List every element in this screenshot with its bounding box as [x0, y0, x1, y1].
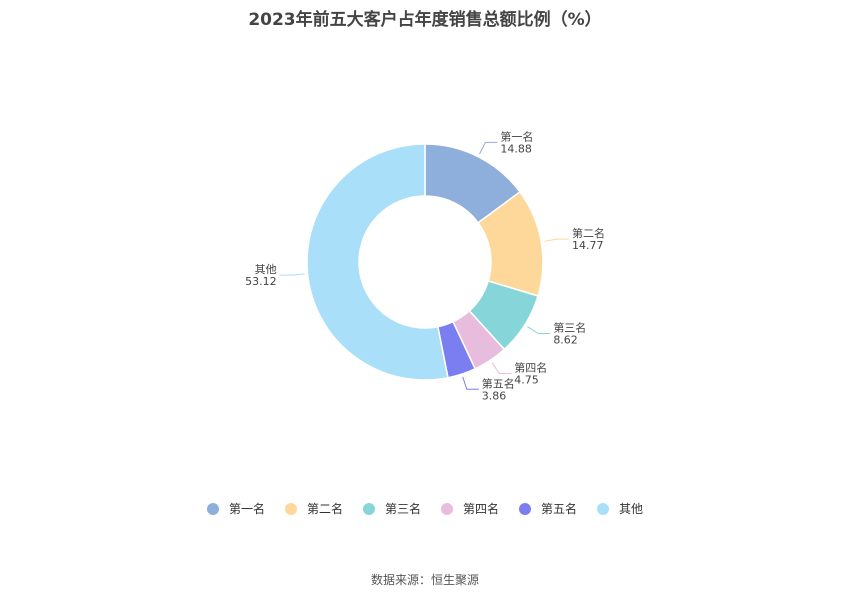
- legend-dot-icon: [206, 502, 219, 515]
- legend-item-second[interactable]: 第二名: [284, 500, 343, 517]
- slice-value-fourth: 4.75: [514, 374, 539, 387]
- legend-dot-icon: [362, 502, 375, 515]
- slice-other[interactable]: [306, 143, 449, 381]
- legend-dot-icon: [597, 502, 610, 515]
- slice-value-fifth: 3.86: [482, 389, 507, 402]
- slice-label-fifth: 第五名: [482, 376, 515, 390]
- legend-label: 第三名: [384, 502, 421, 516]
- legend-label: 其他: [619, 502, 644, 516]
- slices-group: [306, 143, 544, 381]
- chart-title: 2023年前五大客户占年度销售总额比例（%）: [248, 10, 602, 30]
- slice-value-second: 14.77: [572, 239, 604, 252]
- slice-label-third: 第三名: [553, 321, 586, 335]
- slice-value-other: 53.12: [245, 275, 277, 288]
- legend-item-other[interactable]: 其他: [597, 500, 643, 517]
- legend-label: 第二名: [306, 502, 343, 516]
- legend-item-fifth[interactable]: 第五名: [519, 500, 577, 517]
- legend-label: 第四名: [463, 502, 500, 516]
- slice-label-other: 其他: [255, 263, 277, 276]
- legend-label: 第五名: [541, 502, 578, 516]
- slice-label-second: 第二名: [572, 226, 605, 240]
- data-source: 数据来源：恒生聚源: [370, 573, 479, 587]
- slice-value-first: 14.88: [500, 142, 531, 155]
- legend: 第一名 第二名 第三名 第四名 第五名 其他: [0, 500, 850, 517]
- legend-dot-icon: [519, 502, 532, 515]
- leader-line-third: [527, 326, 551, 335]
- leader-line-other: [279, 273, 305, 276]
- leader-line-fifth: [462, 376, 479, 390]
- leader-line-second: [544, 238, 570, 242]
- leader-line-fourth: [491, 362, 512, 375]
- slice-label-first: 第一名: [500, 129, 533, 143]
- legend-dot-icon: [284, 502, 297, 515]
- legend-dot-icon: [441, 502, 453, 515]
- legend-item-fourth[interactable]: 第四名: [441, 500, 499, 517]
- legend-item-first[interactable]: 第一名: [206, 500, 265, 517]
- legend-label: 第一名: [228, 502, 265, 516]
- leader-line-first: [479, 141, 498, 155]
- legend-item-third[interactable]: 第三名: [362, 500, 421, 517]
- slice-value-third: 8.62: [553, 334, 578, 347]
- slice-label-fourth: 第四名: [514, 361, 547, 375]
